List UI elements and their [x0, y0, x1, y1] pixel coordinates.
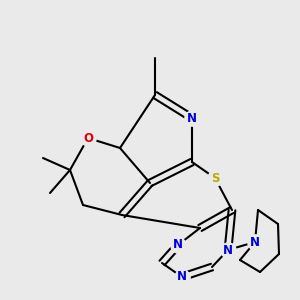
Text: N: N [223, 244, 233, 256]
Text: N: N [187, 112, 197, 124]
Text: N: N [173, 238, 183, 251]
Text: N: N [177, 271, 187, 284]
Text: S: S [211, 172, 219, 184]
Text: O: O [83, 131, 93, 145]
Text: N: N [250, 236, 260, 248]
